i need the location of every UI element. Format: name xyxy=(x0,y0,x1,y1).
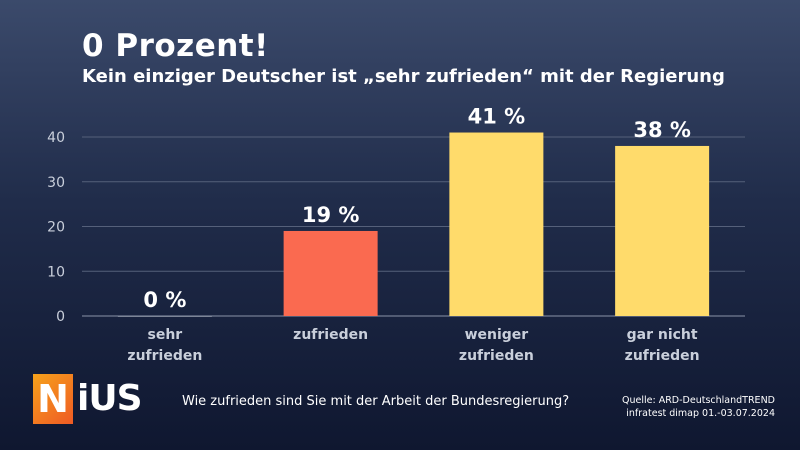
bar xyxy=(615,145,710,316)
x-tick-label: sehr xyxy=(148,327,183,343)
logo-text: iUS xyxy=(77,378,142,419)
x-tick-label: zufrieden xyxy=(127,348,202,364)
chart-subtitle: Kein einziger Deutscher ist „sehr zufrie… xyxy=(82,66,725,87)
data-label: 38 % xyxy=(633,118,691,142)
data-label: 19 % xyxy=(302,203,360,227)
chart-title: 0 Prozent! xyxy=(82,28,269,64)
bar xyxy=(449,132,544,316)
bar xyxy=(283,230,378,316)
y-tick-label: 30 xyxy=(47,175,65,191)
y-tick-label: 10 xyxy=(47,264,65,280)
y-tick-label: 0 xyxy=(56,309,65,325)
data-label: 41 % xyxy=(468,105,526,129)
bar xyxy=(117,316,212,317)
survey-question: Wie zufrieden sind Sie mit der Arbeit de… xyxy=(182,394,570,409)
x-tick-label: gar nicht xyxy=(627,327,698,343)
x-tick-label: zufrieden xyxy=(459,348,534,364)
bar-chart: 0 10 20 30 40 0 % sehr zufrieden 19 % zufrieden 41… xyxy=(47,105,745,364)
y-tick-label: 20 xyxy=(47,220,65,236)
source-note: Quelle: ARD-DeutschlandTREND infratest d… xyxy=(622,394,775,420)
nius-logo: N iUS xyxy=(33,374,142,424)
x-tick-label: zufrieden xyxy=(625,348,700,364)
x-tick-label: zufrieden xyxy=(293,327,368,343)
y-tick-label: 40 xyxy=(47,130,65,146)
x-tick-label: weniger xyxy=(465,327,529,343)
source-line-1: Quelle: ARD-DeutschlandTREND xyxy=(622,395,775,406)
source-line-2: infratest dimap 01.-03.07.2024 xyxy=(626,408,775,419)
logo-n-block: N xyxy=(33,374,73,424)
data-label: 0 % xyxy=(143,288,186,312)
